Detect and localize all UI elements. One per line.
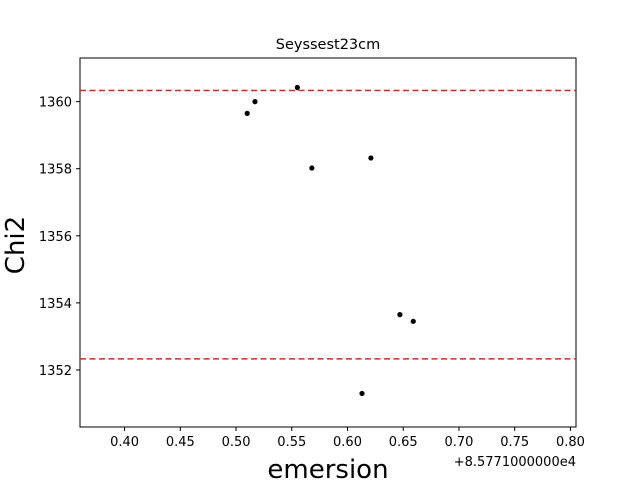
data-point [309, 165, 315, 171]
plot-area: 0.40 0.45 0.50 0.55 0.60 0.65 0.70 0.75 0.80 1352… [39, 57, 585, 450]
data-point [410, 318, 416, 324]
x-tick-label: 0.50 [222, 435, 251, 450]
y-tick-label: 1356 [39, 230, 72, 245]
x-tick-label: 0.40 [110, 435, 139, 450]
x-axis-label: emersion [267, 455, 388, 480]
x-tick-label: 0.70 [444, 435, 473, 450]
data-point [244, 110, 250, 116]
x-tick-label: 0.65 [389, 435, 418, 450]
plot-frame [79, 57, 577, 428]
data-point [252, 99, 258, 105]
data-point [359, 390, 365, 397]
x-tick-label: 0.60 [333, 435, 362, 450]
x-tick-label: 0.75 [500, 435, 529, 450]
x-tick-label: 0.55 [277, 435, 306, 450]
x-axis-offset-label: +8.5771000000e4 [454, 455, 576, 470]
x-tick-label: 0.45 [166, 435, 195, 450]
chart-title: Seyssest23cm [276, 37, 381, 53]
data-point [294, 84, 300, 91]
y-axis-label: Chi2 [1, 216, 31, 274]
x-tick-label: 0.80 [556, 435, 585, 450]
y-tick-label: 1358 [39, 163, 72, 178]
y-tick-label: 1354 [39, 297, 72, 312]
y-tick-label: 1352 [39, 364, 72, 379]
y-tick-label: 1360 [39, 96, 72, 111]
data-point [397, 312, 403, 318]
data-point [368, 155, 374, 161]
